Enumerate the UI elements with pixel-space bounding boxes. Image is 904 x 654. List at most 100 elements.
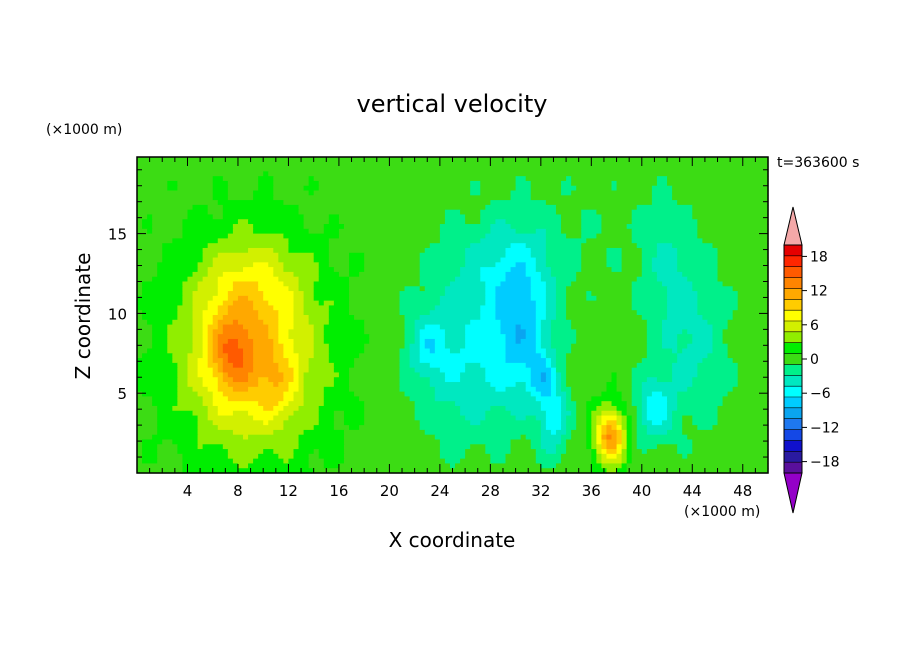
contour-cell: [338, 372, 350, 378]
contour-cell: [399, 310, 431, 316]
contour-cell: [465, 257, 502, 263]
contour-cell: [137, 243, 163, 249]
contour-cell: [283, 372, 295, 378]
contour-cell: [434, 343, 446, 350]
contour-cell: [626, 444, 633, 450]
contour-cell: [591, 453, 597, 460]
contour-cell: [530, 252, 547, 259]
contour-cell: [283, 348, 295, 354]
contour-cell: [505, 453, 537, 460]
contour-cell: [646, 377, 658, 383]
contour-cell: [419, 420, 471, 426]
contour-cell: [137, 377, 178, 383]
contour-cell: [550, 382, 557, 388]
contour-cell: [480, 315, 496, 321]
contour-cell: [545, 295, 557, 302]
contour-cell: [444, 329, 466, 335]
contour-cell: [460, 271, 481, 278]
contour-cell: [313, 348, 330, 354]
contour-cell: [444, 214, 466, 220]
contour-cell: [697, 295, 739, 302]
contour-cell: [192, 324, 204, 330]
contour-cell: [243, 358, 254, 364]
contour-cell: [661, 334, 678, 340]
contour-cell: [283, 343, 295, 350]
contour-cell: [576, 405, 587, 412]
contour-cell: [222, 362, 234, 369]
contour-cell: [581, 252, 608, 259]
contour-cell: [561, 382, 567, 388]
contour-cell: [667, 295, 698, 302]
contour-cell: [258, 382, 274, 388]
contour-cell: [616, 386, 633, 393]
contour-cell: [677, 247, 719, 254]
contour-cell: [566, 382, 608, 388]
contour-cell: [636, 444, 658, 450]
contour-cell: [328, 319, 365, 326]
contour-cell: [419, 343, 426, 350]
x-tick-label: 24: [430, 482, 449, 500]
contour-cell: [298, 209, 446, 216]
contour-cell: [268, 377, 284, 383]
contour-cell: [429, 348, 436, 354]
contour-cell: [298, 382, 305, 388]
contour-cell: [253, 415, 274, 421]
contour-cell: [202, 343, 209, 350]
contour-cell: [137, 171, 264, 177]
contour-cell: [621, 252, 643, 259]
x-axis-label: X coordinate: [389, 528, 516, 552]
contour-cell: [217, 334, 249, 340]
contour-cell: [525, 334, 537, 340]
contour-cell: [535, 415, 547, 421]
contour-cell: [636, 204, 693, 211]
contour-cell: [631, 295, 668, 302]
contour-cell: [465, 334, 507, 340]
contour-cell: [217, 286, 234, 292]
contour-cell: [495, 315, 537, 321]
contour-cell: [727, 348, 769, 354]
contour-cell: [444, 377, 461, 383]
contour-cell: [530, 295, 547, 302]
contour-cell: [222, 209, 300, 216]
contour-cell: [207, 362, 219, 369]
contour-cell: [697, 305, 739, 311]
contour-cell: [162, 252, 204, 259]
contour-cell: [722, 329, 769, 335]
contour-cell: [328, 310, 350, 316]
contour-cell: [601, 425, 608, 431]
contour-cell: [308, 458, 325, 465]
contour-cell: [283, 396, 295, 402]
contour-cell: [293, 315, 310, 321]
contour-cell: [192, 300, 209, 307]
contour-cell: [258, 401, 279, 407]
contour-cell: [137, 415, 158, 421]
contour-cell: [444, 286, 486, 292]
contour-cell: [303, 185, 320, 192]
contour-cell: [318, 180, 471, 187]
contour-cell: [354, 358, 401, 364]
contour-cell: [328, 315, 355, 321]
contour-cell: [137, 190, 214, 196]
contour-cell: [510, 195, 532, 201]
contour-cell: [182, 300, 194, 307]
contour-cell: [505, 353, 542, 359]
contour-cell: [561, 219, 582, 225]
contour-cell: [490, 224, 512, 230]
contour-cell: [606, 420, 618, 426]
contour-cell: [611, 425, 618, 431]
contour-cell: [217, 410, 234, 417]
contour-cell: [293, 300, 305, 307]
contour-cell: [303, 295, 315, 302]
contour-cell: [566, 444, 587, 450]
contour-cell: [606, 439, 618, 445]
contour-cell: [555, 348, 572, 354]
contour-cell: [152, 396, 178, 402]
contour-cell: [349, 286, 406, 292]
contour-cell: [550, 362, 557, 369]
contour-cell: [399, 358, 411, 364]
contour-cell: [137, 396, 153, 402]
contour-cell: [631, 238, 703, 244]
contour-cell: [187, 367, 199, 374]
contour-cell: [157, 453, 184, 460]
contour-cell: [177, 386, 194, 393]
